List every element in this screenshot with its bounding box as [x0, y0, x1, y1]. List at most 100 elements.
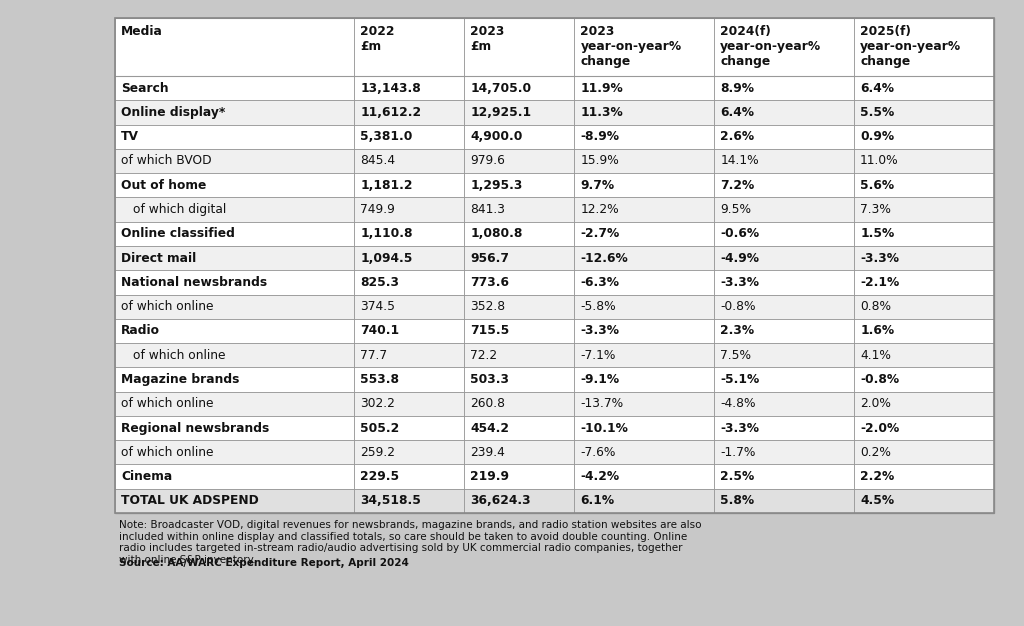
Bar	[854, 149, 994, 173]
Bar	[115, 319, 354, 343]
Text: 505.2: 505.2	[360, 421, 399, 434]
Text: 1,080.8: 1,080.8	[470, 227, 522, 240]
Text: 979.6: 979.6	[470, 155, 505, 168]
Bar	[714, 270, 854, 294]
Bar	[115, 343, 354, 367]
Bar	[574, 149, 714, 173]
Bar	[574, 125, 714, 149]
Bar	[464, 173, 574, 197]
Text: -7.1%: -7.1%	[581, 349, 615, 362]
Bar	[354, 125, 464, 149]
Text: 7.5%: 7.5%	[720, 349, 752, 362]
Bar	[574, 100, 714, 125]
Bar	[115, 367, 354, 392]
Text: 4.1%: 4.1%	[860, 349, 891, 362]
Bar	[464, 270, 574, 294]
Text: 6.1%: 6.1%	[581, 495, 614, 507]
Bar	[464, 222, 574, 246]
Text: 1,181.2: 1,181.2	[360, 179, 413, 192]
Bar	[115, 440, 354, 464]
Bar	[115, 416, 354, 440]
Bar	[854, 416, 994, 440]
Bar	[354, 489, 464, 513]
Text: -9.1%: -9.1%	[581, 373, 620, 386]
Text: 239.4: 239.4	[470, 446, 505, 459]
Text: 503.3: 503.3	[470, 373, 509, 386]
Bar	[464, 246, 574, 270]
Text: Cinema: Cinema	[121, 470, 172, 483]
Text: 11,612.2: 11,612.2	[360, 106, 421, 119]
Bar	[574, 197, 714, 222]
Bar	[464, 367, 574, 392]
Text: 2.2%: 2.2%	[860, 470, 894, 483]
Bar	[354, 173, 464, 197]
Text: of which BVOD: of which BVOD	[121, 155, 212, 168]
Bar	[115, 392, 354, 416]
Text: Online classified: Online classified	[121, 227, 234, 240]
Bar	[354, 343, 464, 367]
Text: 2023
£m: 2023 £m	[470, 25, 505, 53]
Bar	[854, 319, 994, 343]
Bar	[574, 367, 714, 392]
Text: -12.6%: -12.6%	[581, 252, 628, 265]
Bar	[464, 125, 574, 149]
Bar	[464, 416, 574, 440]
Bar	[854, 100, 994, 125]
Text: 2025(f)
year-on-year%
change: 2025(f) year-on-year% change	[860, 25, 962, 68]
Bar	[115, 76, 354, 100]
Bar	[854, 173, 994, 197]
Text: 14.1%: 14.1%	[720, 155, 759, 168]
Bar	[354, 246, 464, 270]
Text: 6.4%: 6.4%	[860, 81, 894, 95]
Text: 77.7: 77.7	[360, 349, 387, 362]
Bar	[574, 246, 714, 270]
Text: Search: Search	[121, 81, 169, 95]
Bar	[115, 464, 354, 489]
Bar	[854, 367, 994, 392]
Bar	[714, 76, 854, 100]
Bar	[714, 149, 854, 173]
Bar	[115, 125, 354, 149]
Bar	[574, 416, 714, 440]
Text: Out of home: Out of home	[121, 179, 207, 192]
Text: 219.9: 219.9	[470, 470, 509, 483]
Text: of which online: of which online	[133, 349, 225, 362]
Text: 12.2%: 12.2%	[581, 203, 618, 216]
Text: 11.0%: 11.0%	[860, 155, 899, 168]
Bar	[854, 18, 994, 76]
Text: of which online: of which online	[121, 398, 213, 410]
Text: -3.3%: -3.3%	[860, 252, 899, 265]
Text: 1,295.3: 1,295.3	[470, 179, 522, 192]
Bar	[714, 367, 854, 392]
Text: 4,900.0: 4,900.0	[470, 130, 522, 143]
Bar	[464, 489, 574, 513]
Text: -6.3%: -6.3%	[581, 276, 620, 289]
Text: 553.8: 553.8	[360, 373, 399, 386]
Text: 1,110.8: 1,110.8	[360, 227, 413, 240]
Text: 5.8%: 5.8%	[720, 495, 755, 507]
Text: 5.5%: 5.5%	[860, 106, 894, 119]
Bar	[574, 222, 714, 246]
Text: -2.7%: -2.7%	[581, 227, 620, 240]
Text: 841.3: 841.3	[470, 203, 505, 216]
Bar	[354, 149, 464, 173]
Text: 5,381.0: 5,381.0	[360, 130, 413, 143]
Bar	[115, 222, 354, 246]
Text: TV: TV	[121, 130, 139, 143]
Text: 2.6%: 2.6%	[720, 130, 755, 143]
Bar	[464, 319, 574, 343]
Bar	[574, 343, 714, 367]
Bar	[354, 464, 464, 489]
Text: 6.4%: 6.4%	[720, 106, 755, 119]
Bar	[115, 18, 994, 513]
Text: 956.7: 956.7	[470, 252, 509, 265]
Text: -0.8%: -0.8%	[720, 300, 756, 313]
Bar	[464, 294, 574, 319]
Text: 2022
£m: 2022 £m	[360, 25, 394, 53]
Bar	[574, 18, 714, 76]
Bar	[354, 367, 464, 392]
Text: of which online: of which online	[121, 446, 213, 459]
Bar	[464, 149, 574, 173]
Text: 13,143.8: 13,143.8	[360, 81, 421, 95]
Text: 1,094.5: 1,094.5	[360, 252, 413, 265]
